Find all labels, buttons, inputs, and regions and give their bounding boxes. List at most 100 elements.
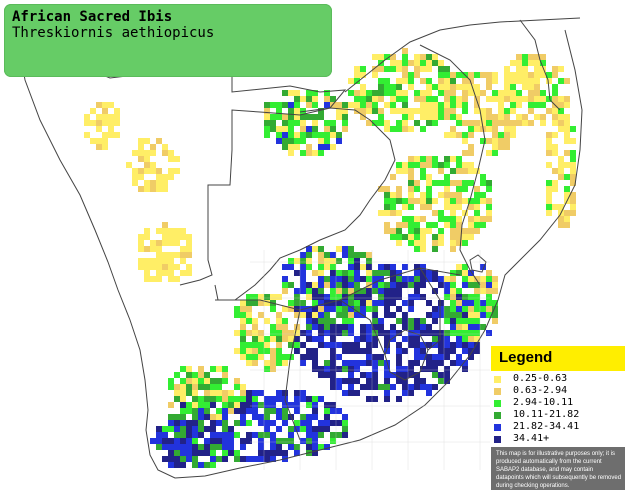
grid-cell [426, 312, 432, 318]
grid-cell [414, 318, 420, 324]
grid-cell [462, 330, 468, 336]
grid-cell [186, 390, 192, 396]
grid-cell [342, 306, 348, 312]
grid-cell [354, 300, 360, 306]
grid-cell [156, 168, 162, 174]
grid-cell [522, 78, 528, 84]
grid-cell [468, 144, 474, 150]
grid-cell [186, 246, 192, 252]
grid-cell [426, 204, 432, 210]
grid-cell [204, 372, 210, 378]
grid-cell [294, 96, 300, 102]
grid-cell [570, 150, 576, 156]
grid-cell [354, 90, 360, 96]
grid-cell [378, 330, 384, 336]
legend-swatch [494, 424, 501, 431]
legend-item: 34.41+ [491, 433, 625, 445]
grid-cell [546, 210, 552, 216]
grid-cell [144, 246, 150, 252]
grid-cell [144, 276, 150, 282]
grid-cell [252, 402, 258, 408]
grid-cell [294, 90, 300, 96]
grid-cell [234, 396, 240, 402]
grid-cell [390, 192, 396, 198]
grid-cell [192, 456, 198, 462]
grid-cell [186, 438, 192, 444]
grid-cell [558, 168, 564, 174]
grid-cell [252, 330, 258, 336]
grid-cell [438, 276, 444, 282]
grid-cell [294, 444, 300, 450]
grid-cell [534, 84, 540, 90]
grid-cell [504, 138, 510, 144]
grid-cell [258, 402, 264, 408]
grid-cell [144, 228, 150, 234]
grid-cell [552, 84, 558, 90]
grid-cell [240, 444, 246, 450]
grid-cell [444, 66, 450, 72]
grid-cell [276, 330, 282, 336]
grid-cell [372, 312, 378, 318]
grid-cell [150, 438, 156, 444]
grid-cell [414, 264, 420, 270]
grid-cell [324, 360, 330, 366]
grid-cell [570, 192, 576, 198]
grid-cell [216, 408, 222, 414]
grid-cell [462, 168, 468, 174]
grid-cell [570, 168, 576, 174]
grid-cell [318, 372, 324, 378]
mozambique-coast [497, 29, 583, 301]
grid-cell [462, 294, 468, 300]
grid-cell [342, 114, 348, 120]
grid-cell [168, 450, 174, 456]
grid-cell [222, 408, 228, 414]
grid-cell [456, 264, 462, 270]
grid-cell [282, 276, 288, 282]
grid-cell [420, 348, 426, 354]
grid-cell [522, 120, 528, 126]
grid-cell [432, 180, 438, 186]
grid-cell [432, 120, 438, 126]
grid-cell [306, 144, 312, 150]
grid-cell [444, 96, 450, 102]
grid-cell [192, 450, 198, 456]
grid-cell [300, 276, 306, 282]
grid-cell [390, 324, 396, 330]
grid-cell [432, 336, 438, 342]
grid-cell [192, 396, 198, 402]
grid-cell [336, 342, 342, 348]
grid-cell [276, 396, 282, 402]
grid-cell [384, 228, 390, 234]
grid-cell [516, 90, 522, 96]
grid-cell [390, 90, 396, 96]
grid-cell [138, 144, 144, 150]
grid-cell [420, 204, 426, 210]
grid-cell [474, 300, 480, 306]
grid-cell [246, 294, 252, 300]
grid-cell [426, 180, 432, 186]
grid-cell [312, 288, 318, 294]
grid-cell [546, 132, 552, 138]
grid-cell [408, 174, 414, 180]
grid-cell [504, 96, 510, 102]
grid-cell [318, 336, 324, 342]
grid-cell [414, 198, 420, 204]
grid-cell [366, 342, 372, 348]
grid-cell [510, 90, 516, 96]
grid-cell [426, 366, 432, 372]
grid-cell [186, 432, 192, 438]
grid-cell [468, 180, 474, 186]
grid-cell [258, 420, 264, 426]
grid-cell [408, 342, 414, 348]
grid-cell [222, 366, 228, 372]
grid-cell [252, 354, 258, 360]
grid-cell [372, 330, 378, 336]
grid-cell [168, 402, 174, 408]
grid-cell [552, 186, 558, 192]
grid-cell [258, 438, 264, 444]
grid-cell [372, 372, 378, 378]
grid-cell [426, 78, 432, 84]
grid-cell [264, 408, 270, 414]
grid-cell [474, 72, 480, 78]
